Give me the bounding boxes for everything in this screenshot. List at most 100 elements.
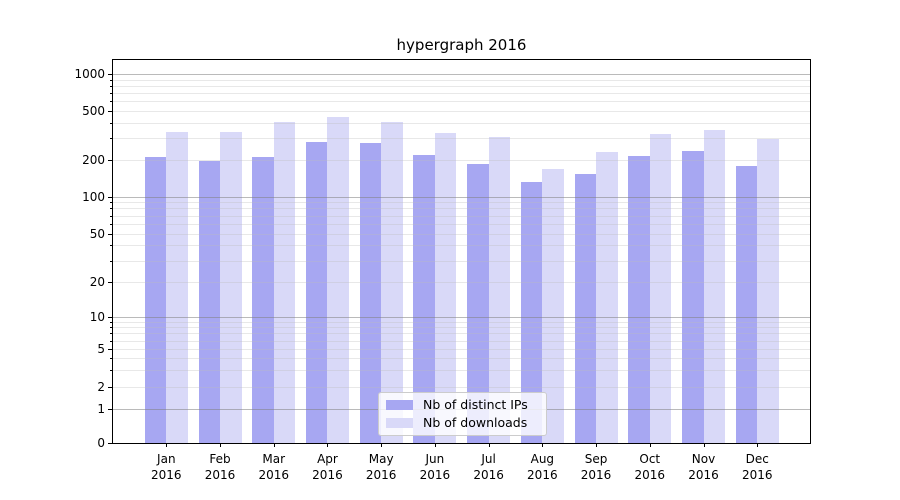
y-minortick-900 (110, 79, 112, 81)
x-tick-label-feb: Feb 2016 (188, 451, 252, 483)
y-minortick-80 (110, 208, 112, 210)
x-tick-label-jun: Jun 2016 (403, 451, 467, 483)
bar-downloads-apr (327, 116, 349, 443)
bar-downloads-nov (703, 129, 725, 443)
x-label-month: Jun (425, 452, 445, 466)
y-tick-0 (108, 443, 112, 444)
y-tick-label-50: 50 (89, 226, 105, 241)
bar-downloads-jul (488, 136, 511, 443)
x-tick-dec (757, 443, 759, 447)
y-minortick-3 (110, 370, 112, 372)
y-minortick-8 (110, 327, 112, 329)
y-minortick-30 (110, 260, 112, 262)
bar-ips-aug (520, 182, 543, 443)
y-tick-label-1: 1 (97, 402, 105, 416)
y-tick-label-2: 2 (97, 380, 105, 394)
x-label-month: Apr (317, 452, 338, 466)
x-tick-feb (220, 443, 222, 447)
x-tick-nov (703, 443, 705, 447)
bar-ips-oct (628, 156, 650, 443)
y-tick-label-100: 100 (82, 189, 105, 204)
x-tick-label-mar: Mar 2016 (242, 451, 306, 483)
bar-downloads-mar (273, 121, 296, 443)
bar-downloads-may (381, 121, 403, 443)
x-tick-label-jul: Jul 2016 (457, 451, 521, 483)
legend-label: Nb of distinct IPs (423, 397, 528, 412)
axis-layer: 0 1 2 5 10 20 50 100 200 500 1000 Jan 2016 Feb 2016 Mar… (74, 60, 810, 482)
y-minortick-5 (110, 349, 112, 350)
x-label-month: Sep (584, 452, 608, 466)
x-label-year: 2016 (204, 468, 236, 482)
y-tick-label-0: 0 (97, 436, 105, 450)
y-tick-1000 (108, 74, 112, 75)
y-minortick-4 (110, 358, 112, 360)
y-tick-label-1000: 1000 (74, 67, 105, 81)
bar-ips-feb (198, 161, 221, 443)
x-tick-label-nov: Nov 2016 (672, 451, 736, 483)
y-minortick-500 (110, 110, 112, 112)
legend: Nb of distinct IPs Nb of downloads (378, 392, 547, 436)
x-label-month: Mar (262, 452, 286, 466)
y-tick-label-20: 20 (89, 275, 105, 289)
legend-swatch-distinct-ips (386, 400, 413, 410)
x-label-year: 2016 (580, 468, 612, 482)
x-label-year: 2016 (365, 468, 397, 482)
x-label-month: Jan (157, 452, 176, 466)
x-tick-label-dec: Dec 2016 (725, 451, 789, 483)
x-label-year: 2016 (258, 468, 289, 482)
x-label-month: Feb (209, 452, 231, 466)
y-minortick-7 (110, 333, 112, 335)
x-label-year: 2016 (419, 468, 451, 482)
x-tick-jun (434, 443, 436, 447)
y-tick-1 (108, 409, 112, 410)
x-label-year: 2016 (741, 468, 773, 482)
chart-title: hypergraph 2016 (396, 36, 527, 54)
bars-layer (113, 60, 810, 443)
bar-downloads-sep (596, 152, 618, 443)
bar-downloads-oct (649, 133, 672, 443)
x-tick-jan (166, 443, 168, 447)
bar-ips-sep (574, 174, 597, 443)
x-tick-label-aug: Aug 2016 (510, 451, 574, 483)
x-label-month: Jul (481, 452, 496, 466)
y-minortick-400 (110, 122, 112, 124)
y-minortick-600 (110, 100, 112, 102)
x-tick-label-oct: Oct 2016 (618, 451, 682, 483)
x-tick-label-apr: Apr 2016 (295, 451, 359, 483)
x-label-year: 2016 (634, 468, 666, 482)
legend-label: Nb of downloads (423, 415, 528, 430)
x-label-month: Dec (745, 452, 769, 466)
x-tick-label-jan: Jan 2016 (134, 451, 198, 483)
y-tick-label-5: 5 (97, 342, 105, 356)
y-minortick-90 (110, 202, 112, 204)
x-label-year: 2016 (151, 468, 182, 482)
y-minortick-700 (110, 92, 112, 94)
x-label-month: Nov (691, 452, 716, 466)
x-tick-sep (596, 443, 598, 447)
bar-ips-jul (467, 164, 489, 443)
bar-downloads-aug (542, 168, 564, 443)
legend-item-distinct-ips: Nb of distinct IPs (386, 397, 539, 413)
bar-downloads-dec (757, 139, 779, 443)
x-label-month: Oct (639, 452, 661, 466)
legend-swatch-downloads (386, 418, 413, 428)
x-label-year: 2016 (527, 468, 558, 482)
plot-area: 0 1 2 5 10 20 50 100 200 500 1000 Jan 2016 Feb 2016 Mar… (74, 59, 811, 482)
x-tick-may (381, 443, 383, 447)
x-tick-label-sep: Sep 2016 (564, 451, 628, 483)
y-tick-label-500: 500 (82, 103, 105, 118)
bar-ips-dec (735, 166, 758, 443)
bar-ips-jun (413, 155, 435, 443)
y-minortick-20 (110, 282, 112, 283)
legend-item-downloads: Nb of downloads (386, 415, 539, 431)
x-label-year: 2016 (473, 468, 504, 482)
x-tick-mar (273, 443, 275, 447)
y-tick-100 (108, 196, 112, 198)
x-tick-apr (327, 443, 329, 447)
bar-downloads-jun (434, 132, 457, 443)
x-tick-aug (542, 443, 544, 447)
bar-ips-apr (305, 142, 328, 443)
x-label-year: 2016 (688, 468, 719, 482)
x-label-month: Aug (530, 452, 555, 466)
